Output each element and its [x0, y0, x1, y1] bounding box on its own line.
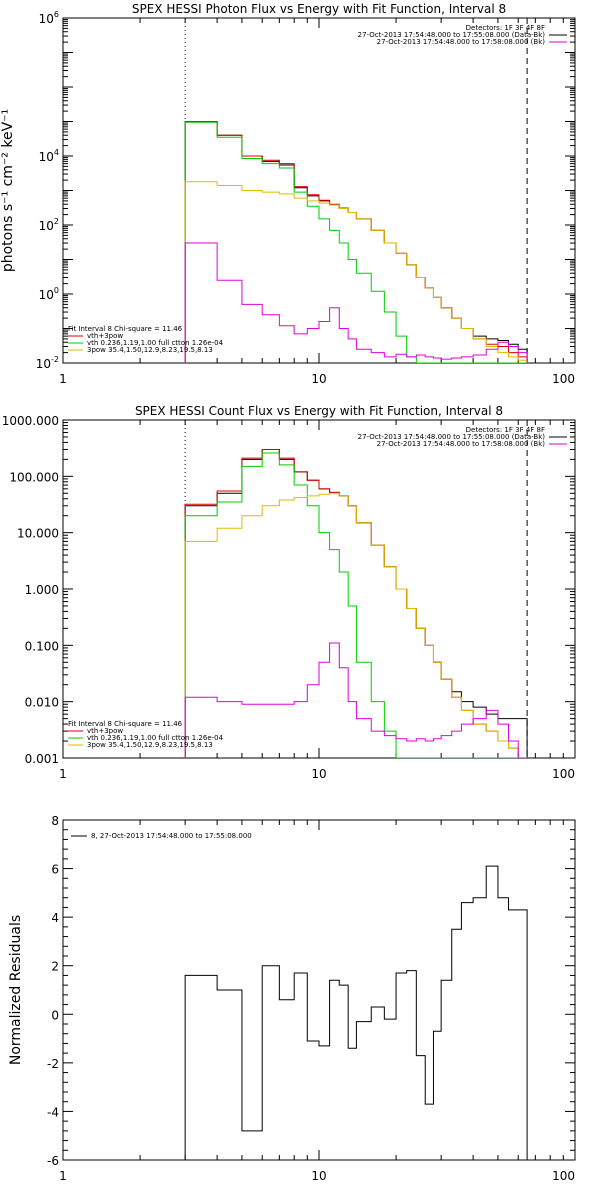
y-axis: -6 -4 -2 0 2 4 6 8 — [47, 814, 575, 1168]
legend-right-entry: Detectors: 1F 3F 4F 8F — [466, 24, 545, 32]
legend-right-entry: 27-Oct-2013 17:54:48.000 to 17:55:08.000… — [358, 31, 546, 39]
y-axis-label: photons s⁻¹ cm⁻² keV⁻¹ — [0, 109, 16, 272]
x-tick-label: 100 — [552, 767, 575, 781]
y-tick-label: 4 — [51, 911, 59, 925]
y-tick-label: 104 — [39, 148, 59, 164]
legend-left-entry: Fit Interval 8 Chi-square = 11.46 — [68, 720, 183, 728]
series-line-1 — [184, 121, 528, 363]
y-tick-label: -2 — [47, 1057, 59, 1071]
chart-panel-1: SPEX HESSI Photon Flux vs Energy with Fi… — [0, 2, 576, 386]
series-line-5 — [184, 642, 528, 758]
legend-left-entry: vth 0.236,1.19,1.00 full ctton 1.26e-04 — [87, 734, 224, 742]
y-tick-label: 0 — [51, 1008, 59, 1022]
data-area — [184, 18, 528, 363]
legend-right-entry: 27-Oct-2013 17:54:48.000 to 17:55:08.000… — [358, 433, 546, 441]
data-area — [184, 865, 528, 1160]
x-axis: 1 10 100 — [59, 420, 575, 781]
x-tick-label: 100 — [552, 372, 575, 386]
y-tick-label: 106 — [39, 10, 59, 26]
y-tick-label: 1.000 — [25, 583, 59, 597]
y-axis: 0.001 0.010 0.100 1.000 10.000 100.000 1000.00… — [2, 414, 575, 766]
x-tick-label: 10 — [311, 1169, 326, 1183]
series-line-5 — [184, 242, 528, 363]
legend-right-entry: Detectors: 1F 3F 4F 8F — [466, 426, 545, 434]
chart-title: SPEX HESSI Count Flux vs Energy with Fit… — [135, 404, 503, 418]
legend-left-entry: 8, 27-Oct-2013 17:54:48.000 to 17:55:08.… — [91, 832, 252, 840]
chart-panel-3: 1 10 100 -6 -4 -2 0 2 4 6 8 Normalized Residuals 8, … — [8, 814, 576, 1183]
y-tick-label: 0.010 — [25, 696, 59, 710]
y-tick-label: -4 — [47, 1105, 59, 1119]
y-tick-label: 10.000 — [17, 527, 59, 541]
y-tick-label: 1000.000 — [2, 414, 59, 428]
y-axis: 10-2 100 102 104 106 — [36, 10, 575, 371]
x-tick-label: 1 — [59, 372, 67, 386]
y-tick-label: 10-2 — [36, 355, 59, 371]
legend-left-entry: vth 0.236,1.19,1.00 full ctton 1.26e-04 — [87, 339, 224, 347]
series-line-3 — [184, 121, 528, 363]
legend-left-entry: vth+3pow — [87, 727, 123, 735]
x-tick-label: 1 — [59, 767, 67, 781]
x-tick-label: 100 — [552, 1169, 575, 1183]
y-tick-label: 0.100 — [25, 639, 59, 653]
plot-frame — [62, 17, 576, 364]
series-line-1 — [184, 865, 528, 1160]
series-line-4 — [184, 181, 528, 363]
chart-title: SPEX HESSI Photon Flux vs Energy with Fi… — [132, 2, 506, 16]
legend-left-entry: 3pow 35.4,1.50,12.9,8.23,19.5,8.13 — [87, 346, 213, 354]
y-tick-label: 100 — [39, 286, 59, 302]
legend-left-entry: vth+3pow — [87, 332, 123, 340]
y-tick-label: -6 — [47, 1154, 59, 1168]
legend-right-entry: 27-Oct-2013 17:54:48.000 to 17:58:08.000… — [377, 440, 546, 448]
legend-right-entry: 27-Oct-2013 17:54:48.000 to 17:58:08.000… — [377, 38, 546, 46]
y-tick-label: 8 — [51, 814, 59, 828]
x-tick-label: 10 — [311, 372, 326, 386]
y-tick-label: 100.000 — [9, 470, 59, 484]
y-tick-label: 6 — [51, 863, 59, 877]
legend-left-entry: Fit Interval 8 Chi-square = 11.46 — [68, 325, 183, 333]
plot-frame — [62, 419, 576, 759]
series-line-3 — [184, 452, 528, 758]
x-axis: 1 10 100 — [59, 820, 575, 1183]
chart-panel-2: SPEX HESSI Count Flux vs Energy with Fit… — [2, 404, 576, 781]
y-tick-label: 0.001 — [25, 752, 59, 766]
x-tick-label: 1 — [59, 1169, 67, 1183]
y-tick-label: 102 — [39, 217, 59, 233]
y-tick-label: 2 — [51, 960, 59, 974]
x-tick-label: 10 — [311, 767, 326, 781]
y-axis-label: Normalized Residuals — [8, 915, 24, 1065]
data-area — [184, 420, 528, 758]
legend-left-entry: 3pow 35.4,1.50,12.9,8.23,19.5,8.13 — [87, 741, 213, 749]
series-line-2 — [184, 121, 528, 363]
